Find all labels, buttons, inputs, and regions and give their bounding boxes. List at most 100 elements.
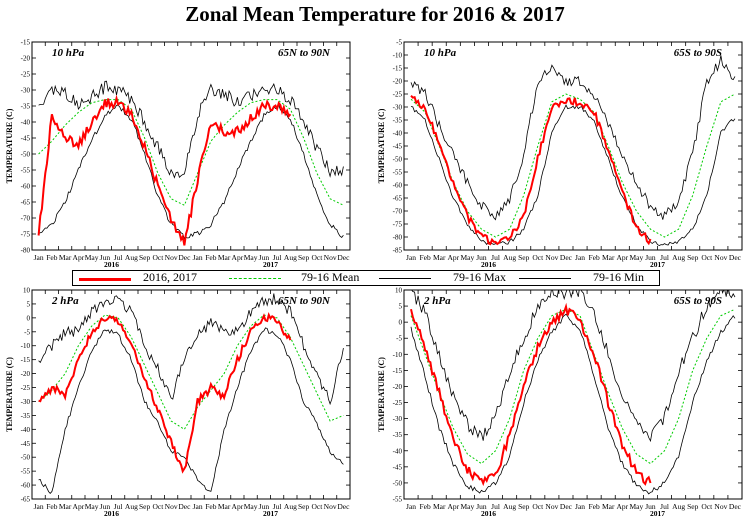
y-tick-label: 5 <box>399 303 403 311</box>
month-label: Mar <box>433 502 446 511</box>
series-group <box>410 55 736 247</box>
y-tick-label: -70 <box>393 208 403 216</box>
y-tick-label: -35 <box>393 117 403 125</box>
month-label: Nov <box>714 253 727 262</box>
y-axis-label: TEMPERATURE (C) <box>5 108 14 183</box>
y-tick-label: -65 <box>21 496 31 504</box>
panel-10hpa-south: -85 -80 -75 -70 -65 -60 -55 -50 -45 -40 -35 -30 -25 -… <box>377 39 743 269</box>
year-label: 2017 <box>650 509 665 518</box>
month-label: Oct <box>701 253 713 262</box>
region-label: 65N to 90N <box>278 47 331 59</box>
month-label: Apr <box>232 253 244 262</box>
pressure-level-label: 2 hPa <box>51 295 79 307</box>
month-label: Oct <box>311 253 323 262</box>
y-tick-label: -15 <box>21 356 31 364</box>
pressure-level-label: 2 hPa <box>423 295 451 307</box>
month-label: Aug <box>125 253 138 262</box>
y-tick-label: -75 <box>393 221 403 229</box>
month-label: Jun <box>476 502 487 511</box>
y-tick-label: -15 <box>21 39 31 47</box>
month-label: Jun <box>645 502 656 511</box>
month-label: Dec <box>560 502 573 511</box>
y-tick-label: -25 <box>21 384 31 392</box>
month-label: Nov <box>165 253 178 262</box>
year-label: 2017 <box>263 509 278 518</box>
month-label: Jan <box>34 253 44 262</box>
month-label: Oct <box>532 253 544 262</box>
month-label: Jul <box>660 253 669 262</box>
month-label: Jan <box>406 253 416 262</box>
legend-label: 79-16 Min <box>593 270 644 284</box>
y-tick-label: -55 <box>21 468 31 476</box>
month-label: Jan <box>406 502 416 511</box>
month-label: Feb <box>205 253 217 262</box>
month-label: May <box>244 253 258 262</box>
series-group <box>38 293 344 495</box>
y-tick-label: -30 <box>393 415 403 423</box>
legend-swatch <box>379 278 431 279</box>
month-label: Oct <box>532 502 544 511</box>
month-label: Dec <box>178 253 191 262</box>
y-tick-label: -15 <box>393 65 403 73</box>
year-label: 2017 <box>650 260 665 269</box>
series-group <box>410 290 736 495</box>
y-axis-label: TEMPERATURE (C) <box>5 357 14 432</box>
month-label: Feb <box>46 253 58 262</box>
month-label: Jul <box>114 502 123 511</box>
series-group <box>37 80 344 246</box>
month-label: Jan <box>34 502 44 511</box>
legend-swatch <box>519 278 571 279</box>
month-label: Jun <box>100 253 111 262</box>
month-label: Jul <box>114 253 123 262</box>
month-label: Apr <box>232 502 244 511</box>
pressure-level-label: 10 hPa <box>424 47 457 59</box>
y-tick-label: -45 <box>21 135 31 143</box>
y-tick-label: -15 <box>393 367 403 375</box>
y-tick-label: -10 <box>393 52 403 60</box>
month-label: Mar <box>218 502 231 511</box>
month-label: Aug <box>503 253 516 262</box>
month-label: Aug <box>125 502 138 511</box>
y-tick-label: -80 <box>21 247 31 255</box>
month-label: May <box>630 253 644 262</box>
legend-label: 79-16 Max <box>453 270 506 284</box>
month-label: Jun <box>259 253 270 262</box>
month-label: Feb <box>46 502 58 511</box>
y-tick-label: -30 <box>21 87 31 95</box>
y-tick-label: -10 <box>393 351 403 359</box>
year-label: 2016 <box>104 260 119 269</box>
month-label: May <box>244 502 258 511</box>
series-mean-line <box>38 99 344 206</box>
legend-item-min: 79-16 Min <box>519 270 659 285</box>
series-mean-line <box>38 314 344 430</box>
y-axis-label: TEMPERATURE (C) <box>377 357 386 432</box>
y-tick-label: -25 <box>21 71 31 79</box>
series-observed-line <box>38 312 292 474</box>
month-label: Aug <box>672 253 685 262</box>
legend: 2016, 2017 79-16 Mean 79-16 Max 79-16 Mi… <box>72 270 660 286</box>
month-label: Mar <box>602 253 615 262</box>
chart-title: Zonal Mean Temperature for 2016 & 2017 <box>185 2 565 26</box>
legend-item-2016-2017: 2016, 2017 <box>79 270 229 285</box>
month-label: Jan <box>193 253 203 262</box>
month-label: Feb <box>589 502 601 511</box>
month-label: Dec <box>729 502 742 511</box>
year-label: 2016 <box>481 509 496 518</box>
y-tick-label: -70 <box>21 215 31 223</box>
series-observed-line <box>410 95 652 246</box>
series-observed-line <box>37 94 292 246</box>
y-tick-label: -10 <box>21 342 31 350</box>
month-label: Feb <box>589 253 601 262</box>
y-tick-label: -50 <box>393 156 403 164</box>
month-label: Sep <box>518 253 530 262</box>
y-tick-label: -20 <box>21 55 31 63</box>
month-label: Aug <box>503 502 516 511</box>
y-tick-label: -35 <box>21 103 31 111</box>
month-label: Dec <box>337 253 350 262</box>
y-tick-label: -30 <box>21 398 31 406</box>
y-tick-label: -80 <box>393 234 403 242</box>
month-label: Dec <box>178 502 191 511</box>
year-label: 2016 <box>481 260 496 269</box>
series-observed-line <box>410 302 652 487</box>
y-tick-label: -20 <box>393 383 403 391</box>
